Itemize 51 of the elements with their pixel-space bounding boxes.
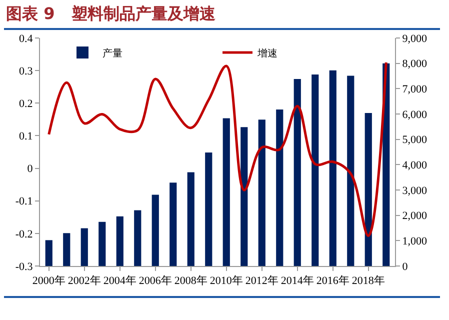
x-tick-label: 2002年 bbox=[68, 275, 101, 288]
y2-tick-label: 5,000 bbox=[402, 134, 428, 146]
x-tick-label: 2016年 bbox=[316, 275, 350, 288]
y-tick-label: 0 bbox=[27, 163, 34, 176]
y2-tick-label: 9,000 bbox=[402, 32, 428, 45]
y-tick-label: -0.2 bbox=[15, 228, 33, 240]
legend-label: 产量 bbox=[102, 47, 122, 60]
y2-tick-label: 8,000 bbox=[402, 58, 428, 70]
bar bbox=[347, 76, 354, 266]
x-tick-label: 2018年 bbox=[352, 275, 385, 288]
x-tick-label: 2006年 bbox=[138, 275, 172, 288]
bar bbox=[329, 70, 336, 266]
y2-tick-label: 2,000 bbox=[402, 210, 428, 222]
x-tick-label: 2012年 bbox=[245, 275, 278, 288]
x-tick-label: 2014年 bbox=[280, 275, 314, 288]
bar bbox=[294, 79, 301, 266]
bar bbox=[258, 120, 266, 266]
bar bbox=[63, 233, 70, 266]
bar bbox=[80, 228, 88, 266]
bar bbox=[276, 109, 284, 266]
bar bbox=[187, 172, 194, 266]
x-tick-label: 2000年 bbox=[32, 275, 66, 288]
bar bbox=[152, 194, 159, 266]
bar bbox=[170, 182, 177, 266]
bar bbox=[222, 118, 230, 266]
bar bbox=[240, 127, 248, 266]
x-tick-label: 2010年 bbox=[210, 275, 243, 288]
y2-tick-label: 0 bbox=[402, 260, 408, 273]
y-tick-label: -0.1 bbox=[15, 196, 33, 208]
y2-tick-label: 3,000 bbox=[402, 184, 428, 197]
chart-title: 图表 9 塑料制品产量及增速 bbox=[6, 4, 216, 25]
bar bbox=[134, 210, 142, 266]
bar bbox=[205, 152, 212, 266]
bar bbox=[98, 222, 106, 266]
line-series bbox=[48, 61, 388, 237]
y-tick-label: 0.3 bbox=[19, 65, 34, 78]
y-tick-label: -0.3 bbox=[15, 260, 34, 273]
x-tick-label: 2008年 bbox=[174, 275, 208, 288]
x-tick-label: 2004年 bbox=[103, 275, 136, 288]
y2-tick-label: 1,000 bbox=[402, 236, 428, 248]
bar bbox=[312, 74, 319, 266]
y2-tick-label: 6,000 bbox=[402, 108, 428, 121]
bar bbox=[364, 112, 372, 266]
legend-label: 增速 bbox=[256, 47, 278, 60]
y-tick-label: 0.1 bbox=[19, 130, 33, 143]
y2-tick-label: 7,000 bbox=[402, 84, 428, 96]
y2-tick-label: 4,000 bbox=[402, 160, 428, 172]
bar bbox=[116, 216, 124, 266]
y-tick-label: 0.2 bbox=[19, 98, 33, 110]
bar bbox=[45, 240, 52, 266]
y-tick-label: 0.4 bbox=[19, 32, 34, 45]
